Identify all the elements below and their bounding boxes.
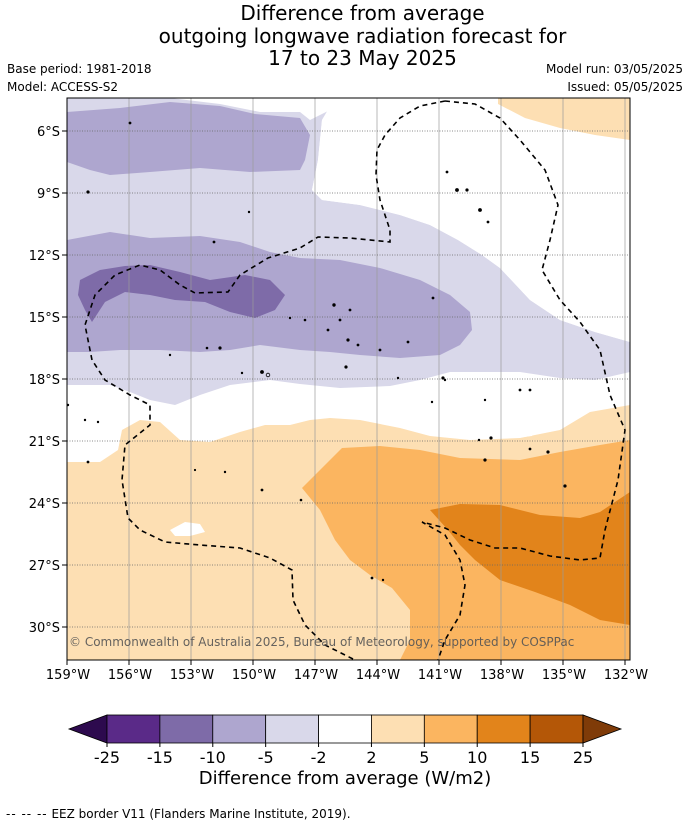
anomaly-region-light-purple-north [67, 102, 310, 175]
colorbar-segment [106, 714, 161, 744]
colorbar-segment [371, 714, 425, 744]
colorbar-tick-label: -2 [311, 748, 327, 767]
issued-date: Issued: 05/05/2025 [567, 80, 683, 94]
colorbar-tick-label: -5 [258, 748, 274, 767]
colorbar-tick-label: 15 [520, 748, 540, 767]
latitude-labels: 6°S 9°S 12°S 15°S 18°S 21°S 24°S 27°S 30… [29, 125, 60, 636]
base-period: Base period: 1981-2018 [7, 62, 152, 76]
map-title: Difference from average outgoing longwav… [0, 2, 690, 70]
colorbar-segment [159, 714, 214, 744]
longitude-labels: 159°W 156°W 153°W 150°W 147°W 144°W 141°… [46, 668, 648, 683]
longitude-ticks [66, 660, 626, 665]
lat-label-30s: 30°S [29, 621, 60, 636]
latitude-ticks [62, 130, 67, 628]
lat-label-12s: 12°S [29, 249, 60, 264]
colorbar-tick-label: -15 [147, 748, 173, 767]
meta-left: Base period: 1981-2018 Model: ACCESS-S2 [7, 60, 152, 96]
lon-label-150w: 150°W [232, 668, 276, 683]
model-run: Model run: 03/05/2025 [545, 62, 683, 76]
anomaly-region-medium-purple [78, 265, 285, 322]
colorbar-segment [423, 714, 478, 744]
colorbar-tick-label: 25 [573, 748, 593, 767]
meta-right: Model run: 03/05/2025 Issued: 05/05/2025 [546, 60, 683, 96]
copyright-notice: © Commonwealth of Australia 2025, Bureau… [69, 635, 574, 649]
lon-label-138w: 138°W [480, 668, 524, 683]
lon-label-156w: 156°W [108, 668, 152, 683]
colorbar-tick-label: 5 [419, 748, 429, 767]
islands [67, 121, 567, 582]
colorbar-segment [212, 714, 267, 744]
lon-label-132w: 132°W [604, 668, 648, 683]
model-name: Model: ACCESS-S2 [7, 80, 119, 94]
colorbar-label: Difference from average (W/m2) [198, 768, 492, 789]
colorbar-tick-label: -25 [94, 748, 120, 767]
lon-label-135w: 135°W [542, 668, 586, 683]
title-line-3: 17 to 23 May 2025 [268, 46, 457, 70]
no-anomaly-region-northwest [67, 98, 335, 120]
colorbar-segment [529, 714, 584, 744]
colorbar-segment [476, 714, 531, 744]
lon-label-144w: 144°W [356, 668, 400, 683]
colorbar-extend-high [582, 714, 623, 744]
no-anomaly-region-north [312, 98, 630, 342]
colorbar-tick-label: -10 [200, 748, 226, 767]
lat-label-27s: 27°S [29, 559, 60, 574]
colorbar-extend-low [67, 714, 108, 744]
title-line-1: Difference from average [240, 1, 485, 25]
map-panel: © Commonwealth of Australia 2025, Bureau… [67, 98, 630, 660]
colorbar: -25 -15 -10 -5 -2 2 5 10 15 25 [67, 714, 623, 767]
lat-label-6s: 6°S [37, 125, 60, 140]
anomaly-region-dark-orange [430, 492, 630, 625]
title-line-2: outgoing longwave radiation forecast for [158, 23, 567, 48]
eez-dash-symbol: -- -- -- [6, 807, 48, 821]
no-anomaly-pocket-east [505, 412, 540, 438]
colorbar-segment [318, 714, 372, 744]
lon-label-141w: 141°W [418, 668, 462, 683]
lat-label-18s: 18°S [29, 373, 60, 388]
colorbar-tick-label: 2 [366, 748, 376, 767]
lat-label-21s: 21°S [29, 435, 60, 450]
anomaly-region-pale-orange-northeast [498, 98, 630, 140]
no-anomaly-pocket-south [170, 522, 205, 536]
lon-label-147w: 147°W [294, 668, 338, 683]
colorbar-segment [265, 714, 319, 744]
lat-label-15s: 15°S [29, 311, 60, 326]
colorbar-tick-label: 10 [467, 748, 487, 767]
lat-label-9s: 9°S [37, 187, 60, 202]
eez-border-french-polynesia [84, 100, 446, 660]
lat-label-24s: 24°S [29, 497, 60, 512]
lon-label-153w: 153°W [170, 668, 214, 683]
footer-legend: -- -- -- EEZ border V11 (Flanders Marine… [6, 807, 351, 821]
eez-border-east-loop [421, 100, 626, 660]
eez-credit: EEZ border V11 (Flanders Marine Institut… [51, 807, 351, 821]
lon-label-159w: 159°W [46, 668, 90, 683]
